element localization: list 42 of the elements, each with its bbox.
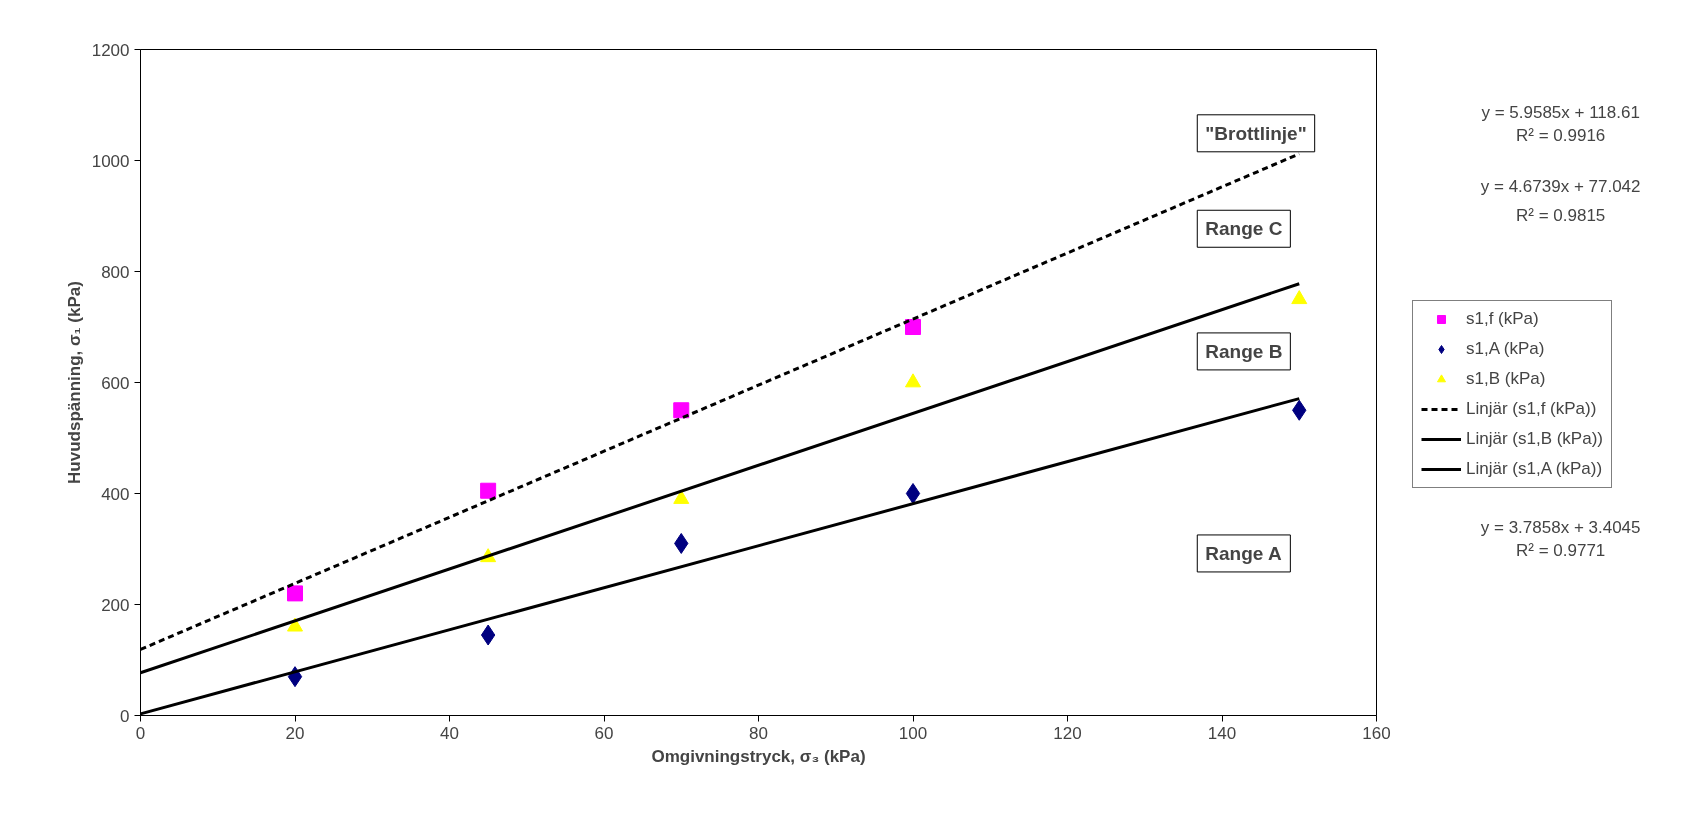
- y-axis-title: Huvudspänning, σ₁ (kPa): [64, 281, 84, 484]
- x-tick-label: 60: [594, 723, 614, 743]
- annotation: Range B: [1205, 340, 1283, 362]
- text: y = 3.7858x + 3.4045: [1480, 517, 1641, 537]
- x-tick-label: 20: [285, 723, 305, 743]
- y-tick-label: 200: [101, 595, 130, 615]
- annotation: "Brottlinje": [1205, 122, 1307, 144]
- text: R² = 0.9916: [1516, 125, 1606, 145]
- legend-label: Linjär (s1,B (kPa)): [1466, 429, 1603, 449]
- x-tick-label: 120: [1053, 723, 1082, 743]
- y-tick-label: 600: [101, 373, 130, 393]
- x-tick-label: 140: [1207, 723, 1237, 743]
- y-tick-label: 0: [120, 706, 130, 726]
- x-axis-title: Omgivningstryck, σ₃ (kPa): [651, 746, 866, 766]
- point: [905, 319, 921, 335]
- legend-label: Linjär (s1,A (kPa)): [1466, 459, 1603, 479]
- point: [905, 373, 921, 388]
- y-tick-label: 1000: [91, 151, 130, 171]
- x-tick-label: 0: [135, 723, 146, 743]
- text: R² = 0.9771: [1516, 540, 1606, 560]
- y-tick-label: 1200: [91, 40, 130, 60]
- annotation: Range C: [1205, 218, 1283, 240]
- legend-label: s1,B (kPa): [1466, 369, 1546, 389]
- point: [1291, 290, 1308, 305]
- x-tick-label: 80: [749, 723, 768, 743]
- x-tick-label: 100: [898, 723, 928, 743]
- text: y = 5.9585x + 118.61: [1481, 102, 1640, 122]
- x-tick-label: 160: [1362, 723, 1391, 743]
- point: [673, 402, 690, 419]
- legend-label: Linjär (s1,f (kPa)): [1466, 399, 1597, 419]
- y-tick-label: 400: [101, 484, 130, 504]
- y-tick-label: 800: [101, 262, 130, 282]
- legend-label: s1,A (kPa): [1466, 339, 1545, 359]
- legend-label: s1,f (kPa): [1466, 309, 1539, 329]
- point: [287, 585, 303, 602]
- text: R² = 0.9815: [1516, 205, 1606, 225]
- point: [480, 624, 496, 646]
- text: y = 4.6739x + 77.042: [1480, 177, 1641, 197]
- point: [480, 482, 497, 499]
- annotation: Range A: [1205, 542, 1282, 564]
- point: [905, 483, 921, 504]
- x-tick-label: 40: [440, 723, 459, 743]
